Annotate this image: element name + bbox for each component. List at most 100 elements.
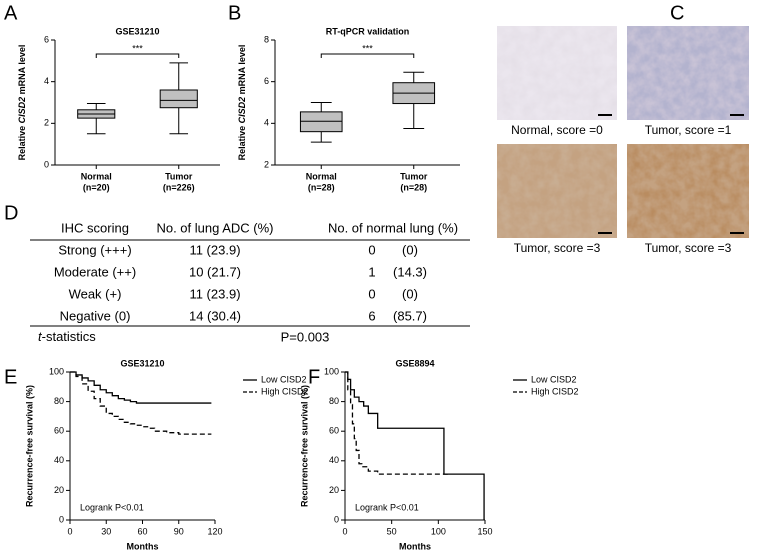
y-tick-label: 2 [44,118,49,128]
y-tick-label: 20 [329,485,339,495]
category-note: (n=28) [308,182,335,192]
y-axis-label-part: mRNA level [17,45,27,95]
x-tick-label: Tumor [400,171,428,181]
chart-title: GSE8894 [395,358,434,368]
table-cell: (14.3) [393,264,427,279]
y-tick-label: 2 [264,159,269,169]
x-tick-label: 120 [207,526,222,536]
x-tick-label: Normal [306,171,337,181]
x-tick-label: Tumor [165,171,193,181]
y-tick-label: 4 [44,76,49,86]
y-tick-label: 0 [59,514,64,524]
chart-title: RT-qPCR validation [326,26,410,36]
legend-label: High CISD2 [261,386,309,396]
box [299,111,343,133]
y-axis-label: Relative CISD2 mRNA level [237,45,247,161]
table-cell: 10 (21.7) [189,264,241,279]
table-cell: 11 (23.9) [189,242,240,257]
table-cell: 11 (23.9) [189,286,240,301]
y-tick-label: 100 [324,366,339,376]
y-axis-label-part: Relative [237,123,247,160]
significance-bracket [95,53,180,58]
significance-bracket [320,53,415,58]
y-tick-label: 6 [44,34,49,44]
y-tick-label: 60 [329,426,339,436]
x-axis-label: Months [399,541,431,551]
significance-label: *** [362,43,373,53]
micrograph [627,26,749,120]
y-tick-label: 6 [264,76,269,86]
legend-label: High CISD2 [531,386,579,396]
survival-curve [345,371,485,520]
y-tick-label: 0 [44,159,49,169]
image-caption: Tumor, score =3 [514,241,601,255]
y-tick-label: 80 [329,396,339,406]
y-axis-label-part: CISD2 [237,94,247,123]
image-caption: Tumor, score =1 [645,123,732,137]
box [159,89,198,109]
x-tick-label: 100 [431,526,446,536]
category-note: (n=20) [83,182,110,192]
y-tick-label: 100 [49,366,64,376]
x-axis-label: Months [127,541,159,551]
legend-label: Low CISD2 [531,374,577,384]
x-tick-label: 150 [477,526,492,536]
image-caption: Tumor, score =3 [645,241,732,255]
chart-title: GSE31210 [120,358,164,368]
table-header: IHC scoring [61,220,129,235]
y-tick-label: 20 [54,485,64,495]
y-axis-label-part: CISD2 [17,94,27,123]
micrograph [497,144,617,238]
table-footer: t-statistics [38,329,96,344]
table-cell: (0) [402,242,418,257]
x-tick-label: 0 [67,526,72,536]
y-tick-label: 0 [334,514,339,524]
table-cell: 14 (30.4) [189,308,241,323]
y-tick-label: 40 [329,455,339,465]
y-tick-label: 80 [54,396,64,406]
x-tick-label: 30 [101,526,111,536]
micrograph [497,26,617,120]
x-tick-label: 0 [342,526,347,536]
table-cell: Weak (+) [69,286,122,301]
panel-label: F [308,366,320,388]
table-cell: 0 [368,286,375,301]
table-header: No. of lung ADC (%) [156,220,273,235]
y-tick-label: 60 [54,426,64,436]
annotation: Logrank P<0.01 [80,502,144,512]
legend-label: Low CISD2 [261,374,307,384]
table-cell: Negative (0) [60,308,131,323]
image-caption: Normal, score =0 [511,123,603,137]
y-axis-label: Recurrence-free survival (%) [299,385,309,507]
survival-curve [70,371,212,404]
y-tick-label: 4 [264,118,269,128]
y-axis-label: Relative CISD2 mRNA level [17,45,27,161]
panel-label: B [228,2,241,24]
table: IHC scoring No. of lung ADC (%) No. of n… [30,220,470,344]
y-axis-label: Recurrence-free survival (%) [24,385,34,507]
table-header: No. of normal lung (%) [328,220,458,235]
table-footer: P=0.003 [281,329,330,344]
y-tick-label: 40 [54,455,64,465]
table-cell: Strong (+++) [58,242,131,257]
y-axis-label-part: Relative [17,123,27,160]
panel-label: C [670,2,684,24]
table-footer-part: t [38,329,43,344]
x-tick-label: 50 [387,526,397,536]
survival-curve [345,371,448,475]
table-footer-part: -statistics [42,329,97,344]
micrograph [627,144,749,238]
panel-label: A [4,2,18,24]
panel-label: E [4,366,17,388]
y-axis-label-part: mRNA level [237,45,247,95]
x-tick-label: 90 [174,526,184,536]
table-cell: 6 [368,308,375,323]
x-tick-label: 60 [137,526,147,536]
category-note: (n=28) [400,182,427,192]
annotation: Logrank P<0.01 [355,502,419,512]
significance-label: *** [132,43,143,53]
table-cell: (0) [402,286,418,301]
x-tick-label: Normal [81,171,112,181]
category-note: (n=226) [163,182,195,192]
